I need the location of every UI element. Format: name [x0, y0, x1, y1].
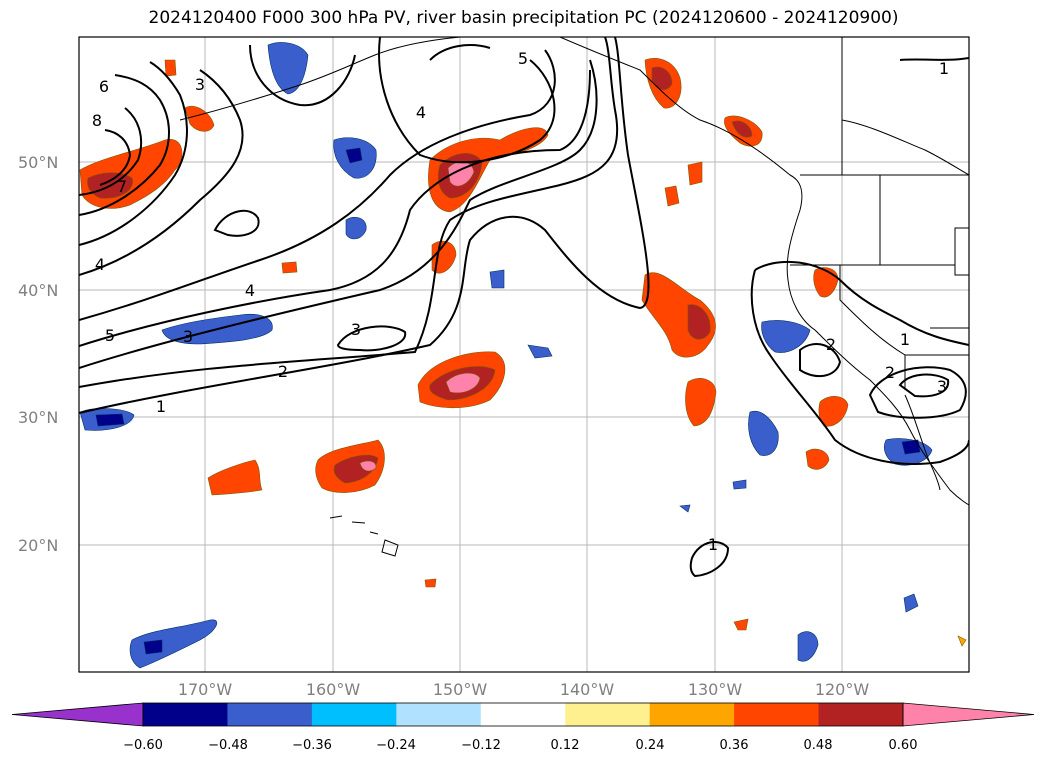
contour-label: 5: [518, 49, 528, 68]
lon-label: 160°W: [305, 680, 361, 699]
contour-label: 3: [351, 320, 361, 339]
colorbar-tick-label: −0.60: [123, 738, 163, 753]
precip-area: [732, 479, 747, 490]
precip-area: [731, 120, 753, 138]
precip-area: [281, 261, 298, 274]
lat-label: 20°N: [18, 536, 59, 555]
lat-label: 50°N: [18, 153, 59, 172]
precip-area: [761, 320, 811, 353]
precip-area: [957, 635, 967, 647]
contour-labels: 1 2 3 3 4 4 4 5 5 6 7 8 1 1 1 2 2 3 3: [92, 49, 949, 554]
precip-area: [813, 267, 839, 298]
precip-area: [345, 217, 367, 240]
lat-label: 30°N: [18, 408, 59, 427]
colorbar-cell: [565, 703, 651, 726]
precip-area: [129, 619, 218, 669]
contour-label: 7: [117, 177, 127, 196]
contour-label: 1: [708, 535, 718, 554]
precip-area: [664, 185, 680, 207]
lon-label: 140°W: [559, 680, 615, 699]
colorbar-extend-max: [903, 703, 1034, 726]
contour-label: 2: [826, 335, 836, 354]
colorbar-extend-min: [12, 703, 143, 726]
precip-area: [797, 631, 819, 662]
contour-label: 1: [156, 397, 166, 416]
contour-label: 4: [95, 255, 105, 274]
precip-area: [733, 618, 749, 631]
colorbar-tick-label: −0.24: [376, 738, 416, 753]
colorbar-tick-label: −0.36: [292, 738, 332, 753]
precip-area: [527, 344, 553, 359]
colorbar-cell: [396, 703, 482, 726]
precip-area: [805, 448, 830, 470]
precip-area: [184, 105, 215, 132]
precip-area: [818, 396, 849, 427]
colorbar-cell: [227, 703, 313, 726]
lon-label: 130°W: [687, 680, 743, 699]
precip-area: [903, 593, 919, 613]
lat-label: 40°N: [18, 281, 59, 300]
contour-label: 1: [900, 330, 910, 349]
contour-label: 1: [939, 59, 949, 78]
colorbar-cell: [311, 703, 397, 726]
contour-label: 2: [278, 362, 288, 381]
precip-area: [687, 161, 703, 186]
precip-area: [359, 460, 377, 472]
precip-area: [424, 578, 437, 588]
precip-area: [748, 410, 779, 456]
colorbar-tick-label: 0.60: [888, 738, 918, 753]
precip-area: [685, 378, 717, 427]
contour-label: 4: [245, 281, 255, 300]
precip-area: [901, 439, 921, 455]
precip-area: [95, 413, 125, 427]
colorbar-tick-label: 0.48: [803, 738, 833, 753]
colorbar: [11, 702, 1035, 727]
precip-area: [143, 639, 163, 655]
colorbar-cell: [649, 703, 735, 726]
colorbar-tick-label: 0.12: [550, 738, 580, 753]
lon-label: 120°W: [814, 680, 870, 699]
map-frame: [78, 36, 970, 673]
contour-label: 5: [105, 326, 115, 345]
precip-area: [445, 372, 481, 394]
colorbar-cell: [818, 703, 904, 726]
precip-area: [164, 59, 177, 77]
colorbar-cell: [143, 703, 228, 726]
contour-label: 3: [183, 327, 193, 346]
colorbar-cell: [480, 703, 566, 726]
precip-area: [489, 269, 505, 289]
precip-area: [207, 459, 263, 496]
colorbar-tick-label: −0.48: [208, 738, 248, 753]
lon-label: 150°W: [432, 680, 488, 699]
contour-label: 2: [885, 363, 895, 382]
precip-area: [267, 42, 309, 95]
contour-label: 3: [195, 75, 205, 94]
precip-area: [679, 504, 691, 513]
contour-label: 6: [99, 77, 109, 96]
precip-area: [687, 304, 711, 340]
coastlines: [179, 37, 969, 557]
colorbar-tick-label: 0.36: [719, 738, 749, 753]
colorbar-cell: [734, 703, 820, 726]
map-title: 2024120400 F000 300 hPa PV, river basin …: [148, 8, 899, 28]
lon-label: 170°W: [177, 680, 233, 699]
map-figure: 1 2 3 3 4 4 4 5 5 6 7 8 1 1 1 2 2 3 3: [78, 36, 970, 673]
contour-label: 3: [937, 377, 947, 396]
contour-label: 8: [92, 111, 102, 130]
pv-contours: [79, 37, 969, 578]
colorbar-tick-label: −0.12: [461, 738, 501, 753]
precip-area: [345, 147, 363, 164]
contour-label: 4: [416, 103, 426, 122]
colorbar-tick-label: 0.24: [635, 738, 665, 753]
